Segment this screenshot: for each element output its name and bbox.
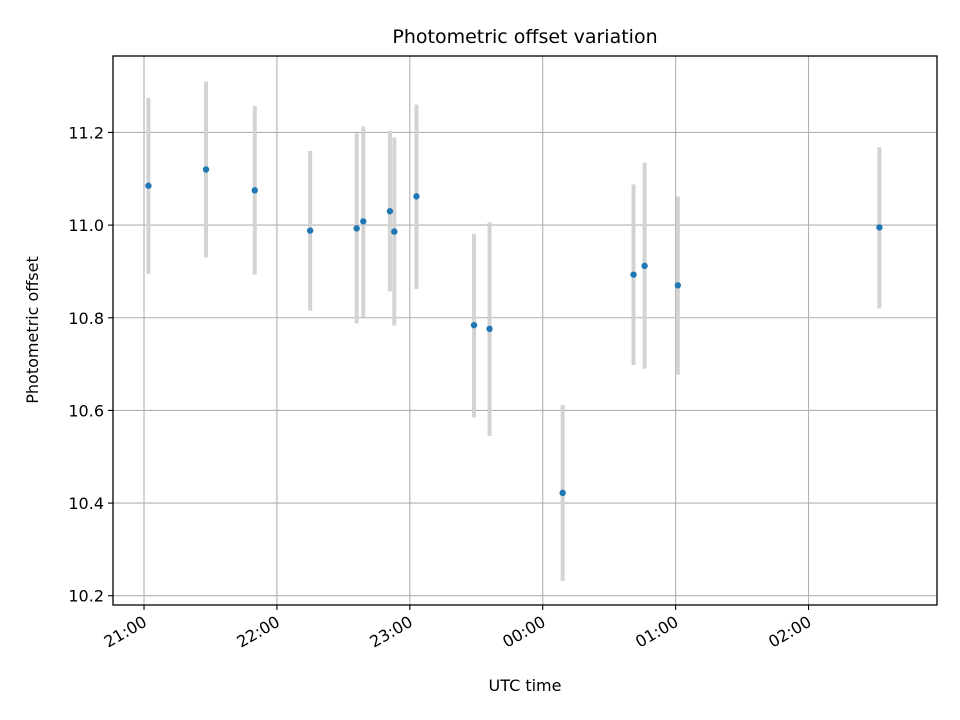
y-tick-label: 11.0 — [68, 216, 104, 235]
data-point — [470, 321, 478, 329]
y-tick-label: 11.2 — [68, 123, 104, 142]
data-point — [145, 182, 152, 189]
data-point — [630, 271, 637, 278]
data-point — [391, 228, 398, 235]
data-point — [306, 227, 314, 234]
data-points — [145, 166, 883, 497]
y-tick-label: 10.2 — [68, 587, 104, 606]
data-point — [876, 224, 883, 231]
data-point — [641, 262, 648, 270]
grid — [113, 56, 937, 605]
x-axis-label: UTC time — [489, 676, 562, 695]
chart-title: Photometric offset variation — [392, 26, 657, 48]
y-tick-label: 10.8 — [68, 309, 104, 328]
data-point — [353, 225, 360, 232]
data-point — [559, 489, 566, 497]
data-point — [413, 193, 420, 200]
y-tick-label: 10.4 — [68, 494, 104, 513]
data-point — [674, 282, 682, 289]
data-point — [386, 208, 394, 215]
y-axis-ticks: 10.2 10.4 10.6 10.8 11.0 11.2 — [68, 123, 113, 606]
data-point — [251, 187, 258, 194]
plot-frame — [112, 55, 938, 606]
data-point — [360, 218, 367, 225]
y-tick-label: 10.6 — [68, 401, 104, 420]
y-axis-label: Photometric offset — [23, 256, 42, 404]
data-point — [202, 166, 210, 173]
data-point — [486, 325, 493, 333]
